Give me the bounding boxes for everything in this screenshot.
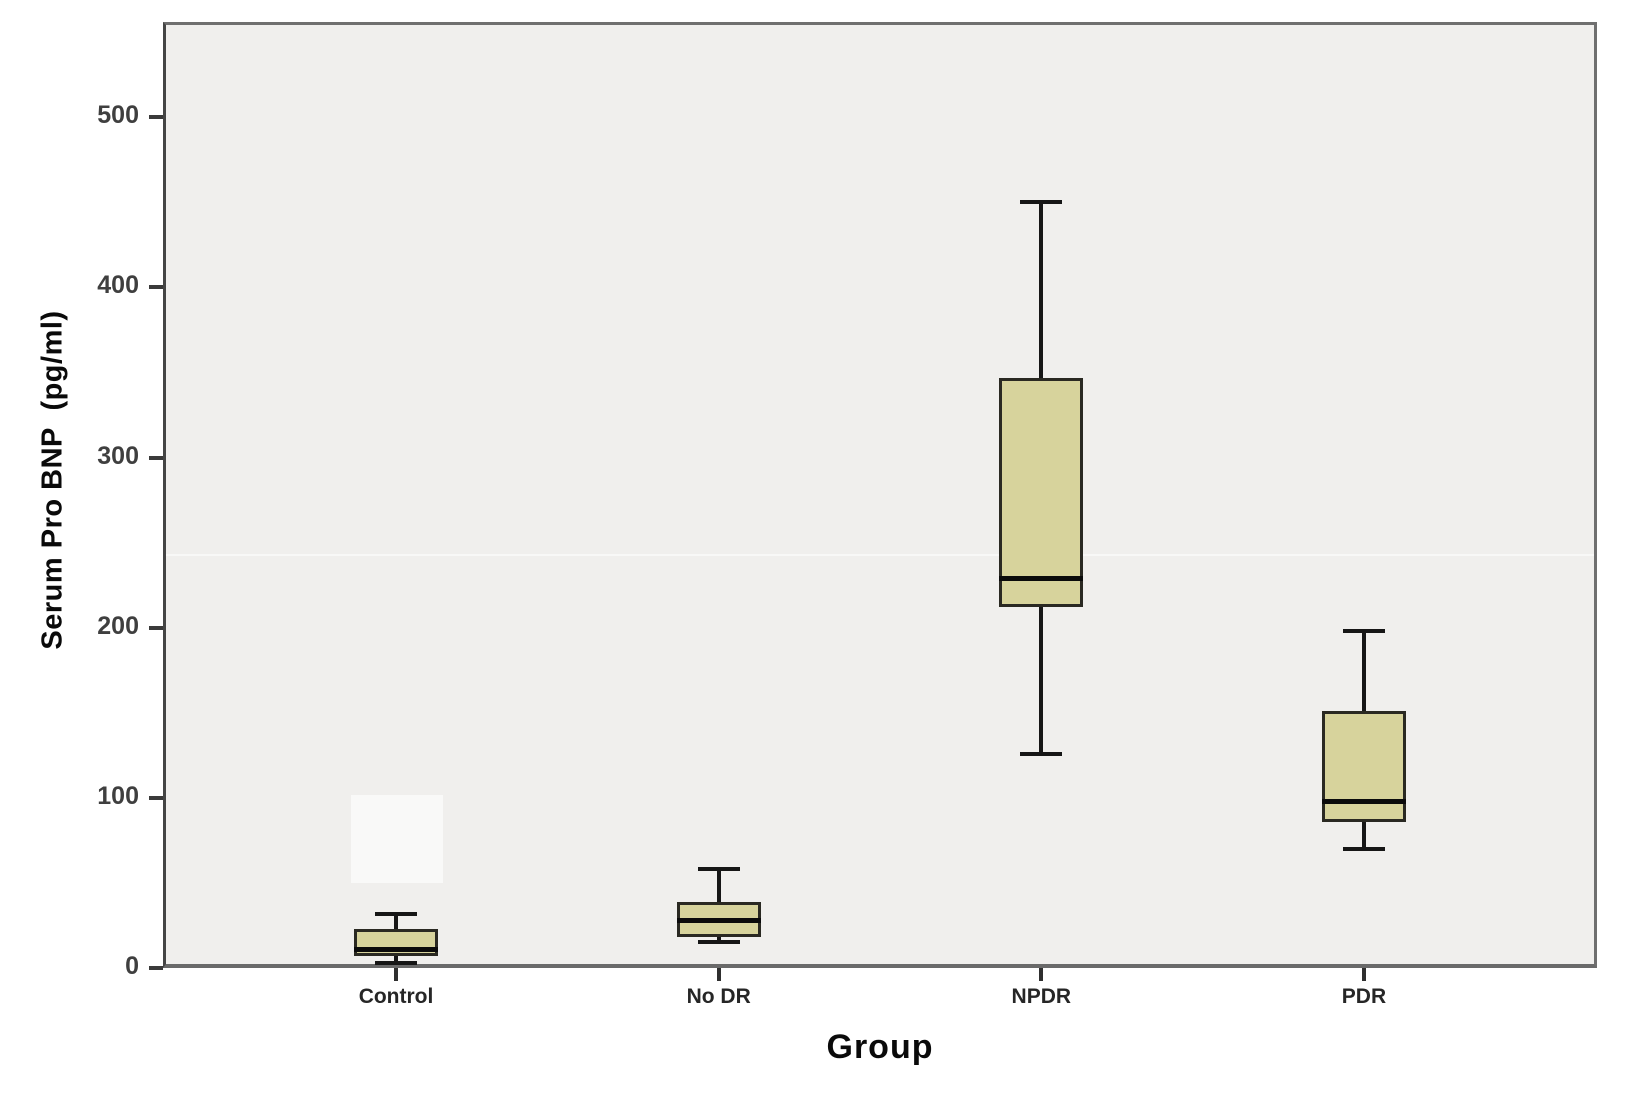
y-tick-mark (149, 455, 163, 460)
x-axis-title: Group (826, 1028, 934, 1066)
background-artifact-line (166, 554, 1594, 556)
box (1321, 711, 1406, 822)
y-tick-label: 200 (97, 611, 139, 640)
box (354, 928, 439, 957)
y-tick-label: 300 (97, 441, 139, 470)
whisker-cap-min (1342, 846, 1385, 851)
whisker-cap-max (1020, 200, 1063, 205)
y-tick-label: 100 (97, 781, 139, 810)
x-tick-label: No DR (686, 985, 751, 1008)
y-tick-label: 500 (97, 101, 139, 130)
plot-area (163, 22, 1597, 968)
box (999, 377, 1084, 608)
y-tick-mark (149, 285, 163, 290)
whisker-cap-max (697, 867, 740, 872)
x-tick-mark (394, 968, 399, 981)
x-tick-label: PDR (1341, 985, 1387, 1008)
whisker-cap-min (375, 960, 418, 965)
whisker-cap-min (697, 940, 740, 945)
x-tick-mark (1039, 968, 1044, 981)
y-tick-mark (149, 625, 163, 630)
background-artifact-patch (351, 795, 443, 883)
y-tick-label: 400 (97, 271, 139, 300)
y-tick-mark (149, 115, 163, 120)
x-tick-mark (716, 968, 721, 981)
whisker-cap-max (1342, 629, 1385, 634)
x-tick-label: NPDR (1011, 985, 1072, 1008)
y-tick-label: 0 (125, 952, 139, 980)
whisker-cap-min (1020, 751, 1063, 756)
whisker-cap-max (375, 911, 418, 916)
median-line (676, 917, 761, 923)
x-tick-label: Control (358, 985, 434, 1008)
y-axis-title: Serum Pro BNP (pg/ml) (36, 310, 69, 650)
median-line (354, 946, 439, 952)
x-tick-mark (1361, 968, 1366, 981)
median-line (999, 575, 1084, 581)
y-tick-mark (149, 795, 163, 800)
y-tick-mark (149, 966, 163, 970)
median-line (1321, 798, 1406, 804)
